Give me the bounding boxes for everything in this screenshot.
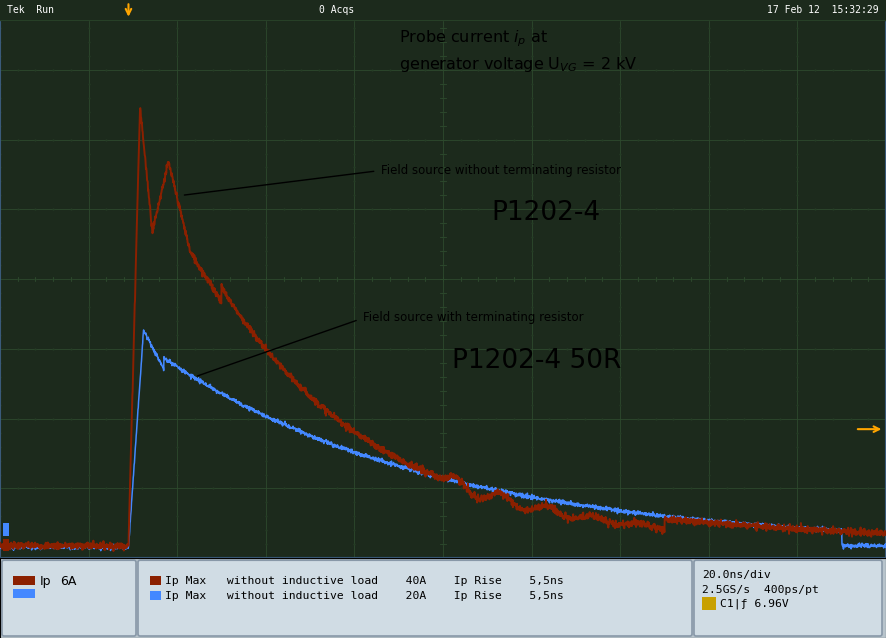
FancyBboxPatch shape	[2, 560, 136, 636]
Text: P1202-4: P1202-4	[492, 200, 601, 226]
Text: Field source with terminating resistor: Field source with terminating resistor	[363, 311, 584, 324]
Bar	[702, 597, 716, 610]
Bar	[3, 538, 9, 551]
Text: 2.5GS/s  400ps/pt: 2.5GS/s 400ps/pt	[702, 585, 819, 595]
FancyBboxPatch shape	[694, 560, 882, 636]
Text: P1202-4 50R: P1202-4 50R	[452, 348, 621, 375]
Text: Ip: Ip	[40, 575, 51, 588]
Bar	[3, 523, 9, 536]
Text: Tek  Run: Tek Run	[7, 4, 54, 15]
Text: C1|ƒ 6.96V: C1|ƒ 6.96V	[720, 599, 789, 609]
Text: generator voltage U$_{VG}$ = 2 kV: generator voltage U$_{VG}$ = 2 kV	[399, 55, 637, 74]
Text: 17 Feb 12  15:32:29: 17 Feb 12 15:32:29	[767, 4, 879, 15]
Text: 6A: 6A	[60, 575, 76, 588]
Text: Field source without terminating resistor: Field source without terminating resisto…	[381, 165, 621, 177]
Text: Ip Max   without inductive load    20A    Ip Rise    5,5ns: Ip Max without inductive load 20A Ip Ris…	[165, 591, 563, 601]
FancyBboxPatch shape	[138, 560, 692, 636]
Text: 20.0ns/div: 20.0ns/div	[702, 570, 771, 580]
Bar	[150, 576, 161, 585]
Text: Probe current $i_p$ at: Probe current $i_p$ at	[399, 28, 548, 48]
Bar	[150, 591, 161, 600]
Text: 0 Acqs: 0 Acqs	[319, 4, 354, 15]
Text: Ip Max   without inductive load    40A    Ip Rise    5,5ns: Ip Max without inductive load 40A Ip Ris…	[165, 576, 563, 586]
Bar	[13, 589, 35, 598]
Bar	[13, 576, 35, 585]
